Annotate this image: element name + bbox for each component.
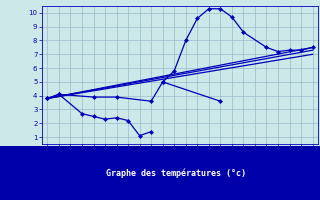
Text: Graphe des températures (°c): Graphe des températures (°c) [106, 168, 246, 178]
